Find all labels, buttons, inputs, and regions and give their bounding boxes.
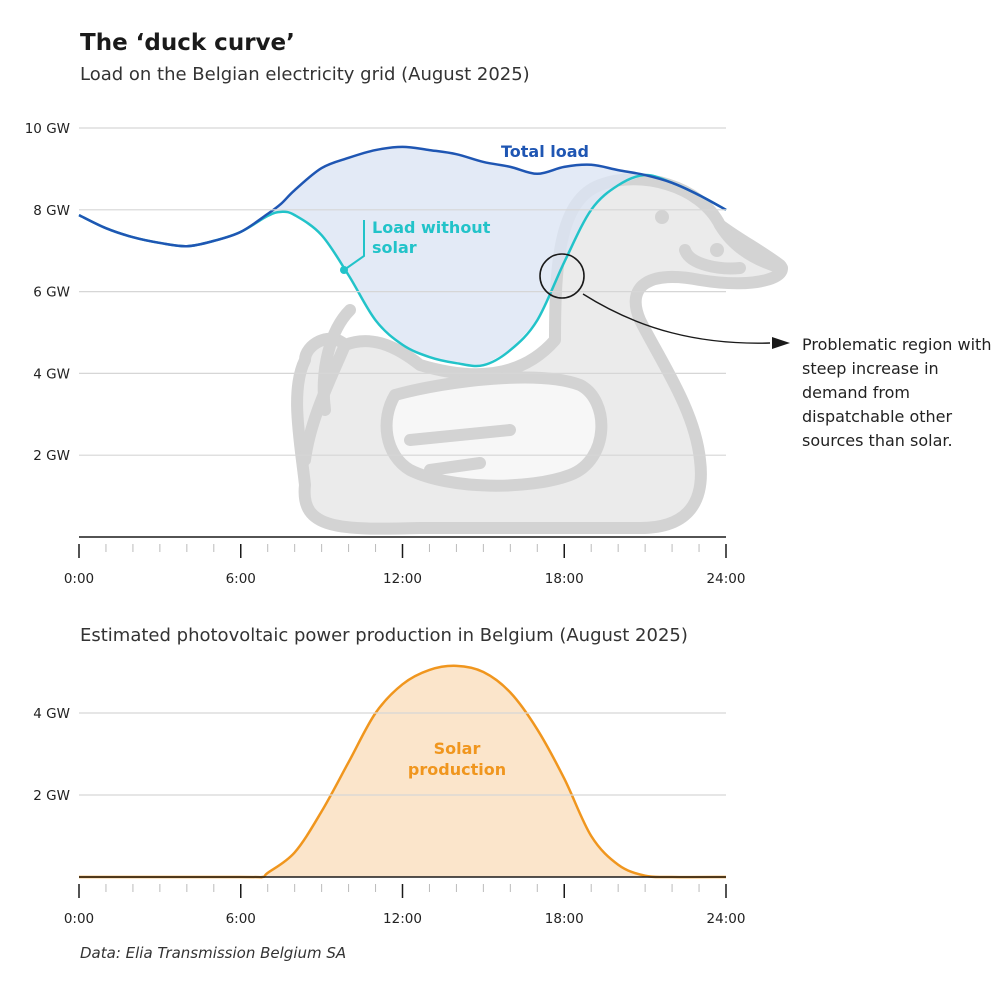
series-label-solar-2: production (408, 760, 506, 779)
x-tick-label: 18:00 (545, 911, 584, 927)
series-label-without-solar-1: Load without (372, 218, 491, 237)
solar-area (79, 665, 726, 878)
y-tick-label: 4 GW (33, 706, 70, 722)
y-tick-label: 2 GW (33, 448, 70, 464)
y-tick-label: 10 GW (25, 121, 70, 137)
series-label-total-load: Total load (501, 142, 589, 161)
x-tick-label: 18:00 (545, 571, 584, 587)
annotation-text: Problematic region with steep increase i… (802, 335, 992, 450)
series-label-without-solar-2: solar (372, 238, 417, 257)
solar-gap-area (79, 146, 726, 366)
chart-subtitle: Load on the Belgian electricity grid (Au… (80, 64, 530, 85)
x-tick-label: 24:00 (707, 911, 746, 927)
series-line-total-load (78, 145, 727, 248)
annotation-arrow (582, 293, 771, 344)
x-tick-label: 6:00 (226, 911, 256, 927)
data-source: Data: Elia Transmission Belgium SA (80, 944, 347, 962)
label-leader-dot (340, 266, 348, 274)
solar-chart-subtitle: Estimated photovoltaic power production … (80, 625, 688, 646)
problem-region-circle (539, 253, 585, 299)
x-tick-label: 6:00 (226, 571, 256, 587)
y-tick-label: 4 GW (33, 366, 70, 382)
y-tick-label: 8 GW (33, 203, 70, 219)
x-tick-label: 0:00 (64, 911, 94, 927)
x-tick-label: 12:00 (383, 571, 422, 587)
y-tick-label: 6 GW (33, 285, 70, 301)
x-tick-label: 0:00 (64, 571, 94, 587)
arrowhead-icon (772, 337, 790, 349)
x-tick-label: 12:00 (383, 911, 422, 927)
series-line-solar-production (78, 664, 727, 879)
series-label-solar-1: Solar (434, 739, 481, 758)
y-tick-label: 2 GW (33, 788, 70, 804)
chart-title: The ‘duck curve’ (80, 30, 295, 56)
duck-illustration (291, 173, 788, 535)
x-tick-label: 24:00 (707, 571, 746, 587)
label-leader (343, 220, 365, 271)
